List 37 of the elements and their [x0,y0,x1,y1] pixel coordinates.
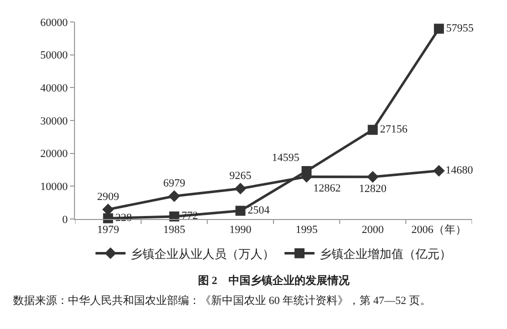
y-tick-label: 30000 [40,115,68,128]
data-label: 57955 [446,22,474,34]
point [234,182,246,194]
point [103,213,114,224]
point [434,24,444,34]
x-tick-label: 2006（年） [411,224,466,236]
legend-label: 乡镇企业从业人员（万人） [130,246,274,261]
text: 图 2 中国乡镇企业的发展情况 [198,274,350,287]
legend-label: 乡镇企业增加值（亿元） [320,246,452,261]
data-label: 27156 [380,124,408,136]
data-label: 12862 [313,182,341,195]
x-tick-label: 1990 [229,224,252,236]
point [433,164,445,177]
data-label: 2909 [97,191,120,204]
source-note: 数据来源：中华人民共和国农业部编：《新中国农业 60 年统计资料》，第 47—52 页。 [13,294,431,307]
x-tick-label: 1979 [97,224,120,236]
data-label: 14595 [272,152,300,164]
data-label: 6979 [163,178,186,190]
y-tick-label: 20000 [40,148,68,160]
point [235,206,246,216]
data-label: 14680 [446,164,474,177]
point [168,190,180,202]
point [169,211,180,222]
x-tick-label: 2000 [362,224,384,236]
y-tick-label: 40000 [40,82,68,95]
point [368,124,378,135]
y-tick-label: 60000 [40,16,68,29]
x-tick-label: 1995 [296,224,318,236]
point [366,171,379,183]
data-label: 2504 [248,204,270,217]
x-tick-label: 1985 [163,224,186,236]
y-tick-label: 0 [62,214,68,226]
data-label: 9265 [229,170,252,182]
y-tick-label: 10000 [40,181,68,194]
data-label: 12820 [359,182,387,195]
y-tick-label: 50000 [40,50,68,62]
point [302,166,312,176]
